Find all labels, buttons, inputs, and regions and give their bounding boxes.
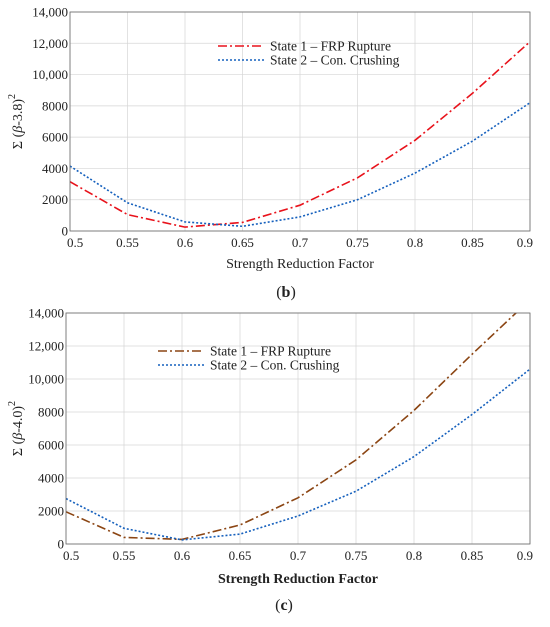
series-lines: [70, 41, 530, 228]
x-tick-labels: 0.5 0.55 0.6 0.65 0.7 0.75 0.8 0.85 0.9: [67, 235, 533, 250]
y-axis-title-suffix: -4.0): [11, 406, 26, 433]
x-tick-labels: 0.5 0.55 0.6 0.65 0.7 0.75 0.8 0.85 0.9: [63, 548, 533, 563]
y-tick-label: 4000: [38, 471, 64, 486]
x-axis-title: Strength Reduction Factor: [226, 257, 374, 272]
x-tick-label: 0.55: [113, 548, 136, 563]
panel-label: (c): [275, 597, 293, 614]
series-line-state-2: [66, 368, 530, 541]
y-axis-title-prefix: Σ (: [11, 439, 26, 456]
y-tick-label: 0: [62, 224, 69, 239]
legend: State 1 – FRP Rupture State 2 – Con. Cru…: [218, 39, 400, 68]
y-tick-label: 12,000: [32, 36, 68, 51]
x-tick-label: 0.85: [461, 235, 484, 250]
x-tick-label: 0.9: [517, 235, 533, 250]
x-tick-label: 0.8: [407, 235, 423, 250]
y-tick-label: 0: [58, 537, 65, 552]
panel-label-open: (: [275, 597, 280, 614]
x-tick-label: 0.75: [345, 548, 368, 563]
y-axis-title-beta: β: [11, 433, 26, 441]
legend-label-state-1: State 1 – FRP Rupture: [210, 344, 331, 359]
y-tick-label: 8000: [38, 405, 64, 420]
series-line-state-1: [66, 313, 518, 541]
x-tick-label: 0.5: [67, 235, 83, 250]
y-axis-title-prefix: Σ (: [11, 132, 26, 149]
y-tick-label: 14,000: [28, 306, 64, 321]
y-axis-title-beta: β: [11, 126, 26, 134]
y-axis-title-exponent: 2: [7, 401, 18, 406]
y-tick-label: 4000: [42, 161, 68, 176]
panel-label-close: ): [288, 597, 293, 614]
x-tick-label: 0.7: [292, 235, 309, 250]
y-tick-label: 12,000: [28, 339, 64, 354]
chart-panel-c: 0.5 0.55 0.6 0.65 0.7 0.75 0.8 0.85 0.9 0 2000 400…: [7, 306, 533, 615]
x-tick-label: 0.8: [406, 548, 422, 563]
y-tick-labels: 0 2000 4000 6000 8000 10,000 12,000 14,000: [28, 306, 64, 552]
plot-frame: [65, 312, 531, 545]
y-tick-label: 8000: [42, 98, 68, 113]
y-tick-label: 2000: [38, 504, 64, 519]
x-tick-label: 0.7: [290, 548, 307, 563]
x-tick-label: 0.55: [116, 235, 139, 250]
x-axis-title: Strength Reduction Factor: [218, 572, 378, 587]
y-axis-title-suffix: -3.8): [11, 99, 26, 126]
plot-frame: [69, 11, 531, 232]
y-tick-label: 10,000: [32, 67, 68, 82]
x-tick-label: 0.6: [177, 235, 194, 250]
x-tick-label: 0.85: [461, 548, 484, 563]
legend: State 1 – FRP Rupture State 2 – Con. Cru…: [158, 344, 340, 373]
y-tick-label: 10,000: [28, 372, 64, 387]
series-lines: [66, 313, 530, 541]
panel-label-close: ): [290, 284, 295, 301]
panel-label-open: (: [276, 284, 281, 301]
y-axis-title: Σ (β-3.8)2: [7, 94, 26, 149]
x-tick-label: 0.75: [346, 235, 369, 250]
y-axis-title: Σ (β-4.0)2: [7, 401, 26, 456]
panel-label-letter: b: [282, 284, 291, 301]
x-tick-label: 0.65: [229, 548, 252, 563]
y-tick-label: 6000: [38, 438, 64, 453]
y-tick-labels: 0 2000 4000 6000 8000 10,000 12,000 14,000: [32, 5, 68, 239]
x-tick-label: 0.9: [517, 548, 533, 563]
panel-label-letter: c: [280, 597, 287, 614]
panel-label: (b): [276, 284, 296, 301]
series-line-state-1: [70, 41, 530, 228]
legend-label-state-2: State 2 – Con. Crushing: [210, 358, 340, 373]
legend-label-state-1: State 1 – FRP Rupture: [270, 39, 391, 54]
x-tick-label: 0.6: [174, 548, 191, 563]
y-tick-label: 2000: [42, 192, 68, 207]
y-axis-title-exponent: 2: [7, 94, 18, 99]
chart-panel-b: 0.5 0.55 0.6 0.65 0.7 0.75 0.8 0.85 0.9 0 2000 400…: [7, 5, 533, 302]
x-tick-label: 0.5: [63, 548, 79, 563]
series-line-state-2: [70, 102, 530, 228]
y-tick-label: 14,000: [32, 5, 68, 20]
x-tick-label: 0.65: [231, 235, 254, 250]
legend-label-state-2: State 2 – Con. Crushing: [270, 53, 400, 68]
y-tick-label: 6000: [42, 130, 68, 145]
